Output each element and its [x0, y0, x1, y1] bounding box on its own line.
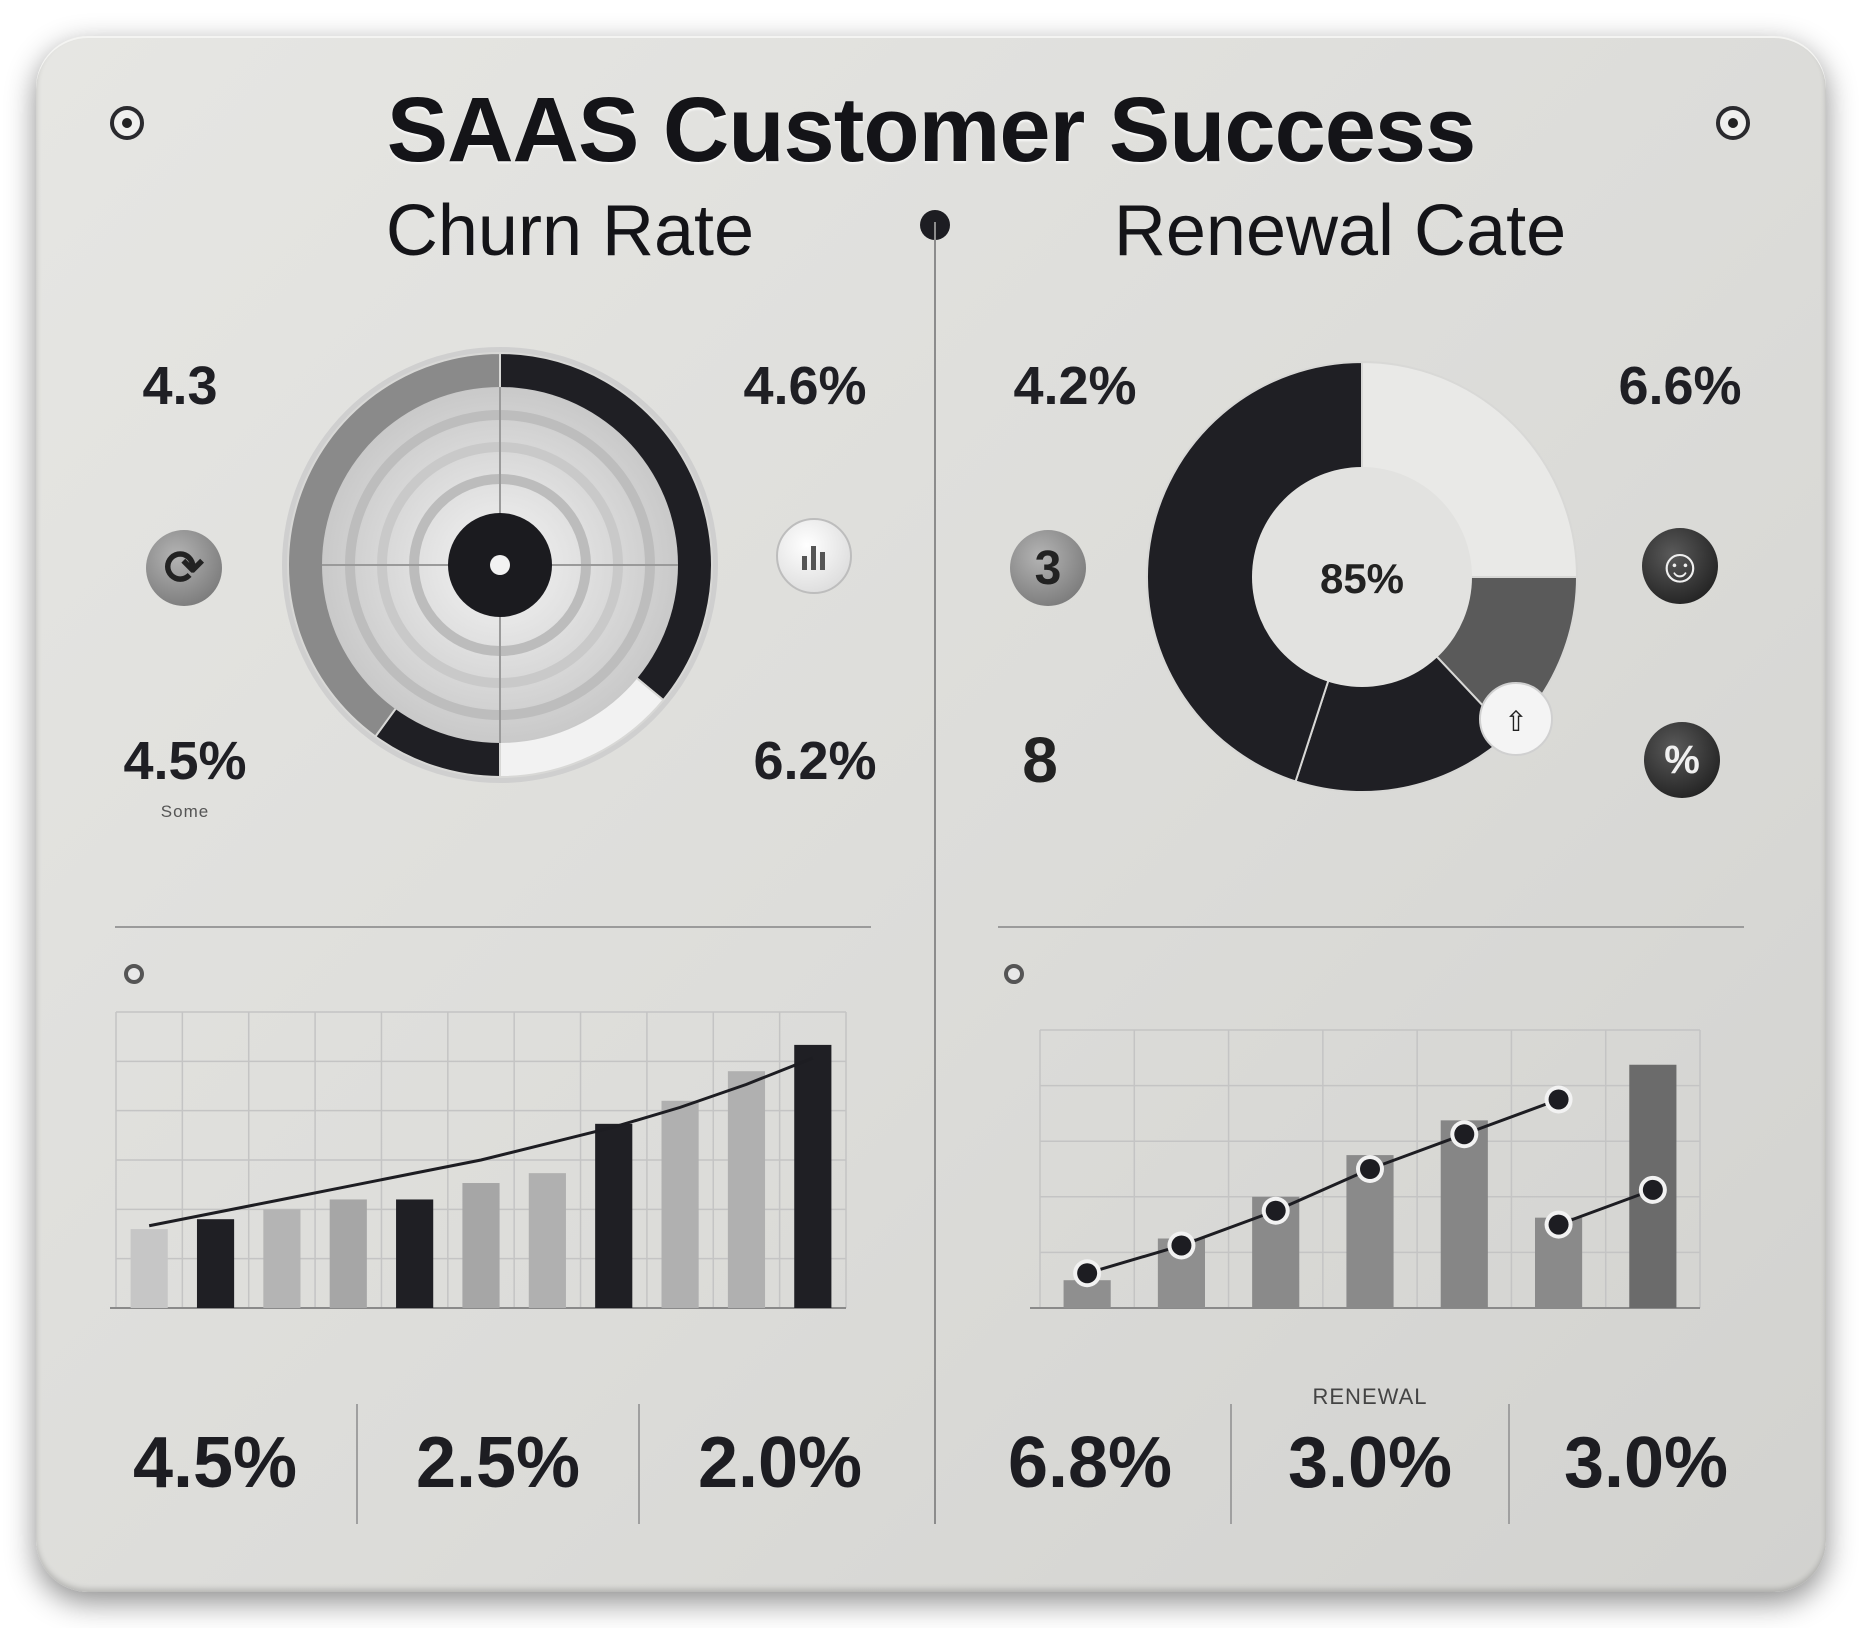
renewal-stat-top-left: 4.2% [985, 355, 1165, 417]
bar [396, 1199, 434, 1308]
data-point [1642, 1179, 1663, 1200]
share-icon-glyph: ⇧ [1504, 706, 1527, 737]
percent-icon: % [1644, 722, 1720, 798]
churn-bar-chart [110, 1011, 847, 1309]
bar [595, 1123, 633, 1308]
bar [794, 1044, 832, 1308]
data-point [1077, 1263, 1098, 1284]
kpi-value: 6.8% [1007, 1423, 1173, 1503]
bar-chart-icon [776, 518, 852, 594]
legend-icon [1004, 964, 1024, 984]
bar-chart-glyph [802, 546, 825, 570]
dashboard-panel [36, 36, 1826, 1592]
stat-value: 4.5% [123, 731, 247, 791]
stat-value: 6.2% [753, 731, 877, 791]
stat-value: 4.2% [1013, 356, 1137, 416]
data-point [1265, 1200, 1286, 1221]
churn-stat-bottom-left: 4.5% Some [90, 730, 280, 822]
churn-radial-gauge [282, 347, 718, 783]
screw-icon [110, 106, 144, 140]
number-badge: 8 [1022, 724, 1058, 796]
bar [528, 1173, 566, 1308]
section-divider [934, 222, 936, 1524]
legend-icon [124, 964, 144, 984]
bar [727, 1071, 766, 1308]
churn-trend-line [148, 1056, 814, 1228]
churn-stat-bottom-right: 6.2% [720, 730, 910, 792]
renewal-bar-chart [1030, 1029, 1701, 1309]
screw-icon [1716, 106, 1750, 140]
stat-value: 6.6% [1618, 356, 1742, 416]
renewal-section-title: Renewal Cate [1113, 191, 1567, 271]
number-badge: 3 [1010, 530, 1086, 606]
renewal-donut: 85% ⇧ [1146, 360, 1579, 793]
kpi-separator [638, 1404, 640, 1524]
stat-value: 4.6% [743, 356, 867, 416]
stat-caption: Some [160, 802, 210, 821]
kpi-value: 2.5% [415, 1423, 581, 1503]
kpi-value: 3.0% [1287, 1423, 1453, 1503]
bar [263, 1209, 301, 1308]
donut-hole [1252, 467, 1472, 687]
bar [462, 1183, 500, 1308]
kpi-label: RENEWAL [1312, 1384, 1428, 1409]
kpi-value: 3.0% [1563, 1423, 1729, 1503]
bar [1440, 1120, 1488, 1308]
churn-stat-top-right: 4.6% [700, 355, 910, 417]
bar [130, 1229, 168, 1308]
refresh-icon: ⟳ [146, 530, 222, 606]
separator [115, 926, 871, 928]
data-point [1454, 1124, 1475, 1145]
renewal-trend-line [1086, 1098, 1560, 1275]
kpi-separator [1230, 1404, 1232, 1524]
donut-center-value: 85% [1320, 555, 1404, 602]
data-point [1171, 1235, 1192, 1256]
bar [196, 1219, 235, 1308]
data-point [1548, 1214, 1569, 1235]
separator [998, 926, 1744, 928]
data-point [1548, 1089, 1569, 1110]
bar [329, 1199, 367, 1308]
data-point [1360, 1159, 1380, 1179]
kpi-separator [1508, 1404, 1510, 1524]
churn-section-title: Churn Rate [385, 191, 755, 271]
churn-stat-top-left: 4.3 [95, 355, 265, 417]
user-icon: ☺ [1642, 528, 1718, 604]
kpi-value: 4.5% [132, 1423, 298, 1503]
page-title: SAAS Customer Success [386, 79, 1477, 181]
stat-value: 4.3 [142, 356, 218, 416]
renewal-stat-top-right: 6.6% [1585, 355, 1775, 417]
kpi-separator [356, 1404, 358, 1524]
share-icon [1479, 682, 1553, 756]
gauge-hub-center [490, 555, 510, 575]
kpi-value: 2.0% [697, 1423, 863, 1503]
renewal-trend-line [1558, 1188, 1654, 1227]
bar [661, 1100, 699, 1308]
